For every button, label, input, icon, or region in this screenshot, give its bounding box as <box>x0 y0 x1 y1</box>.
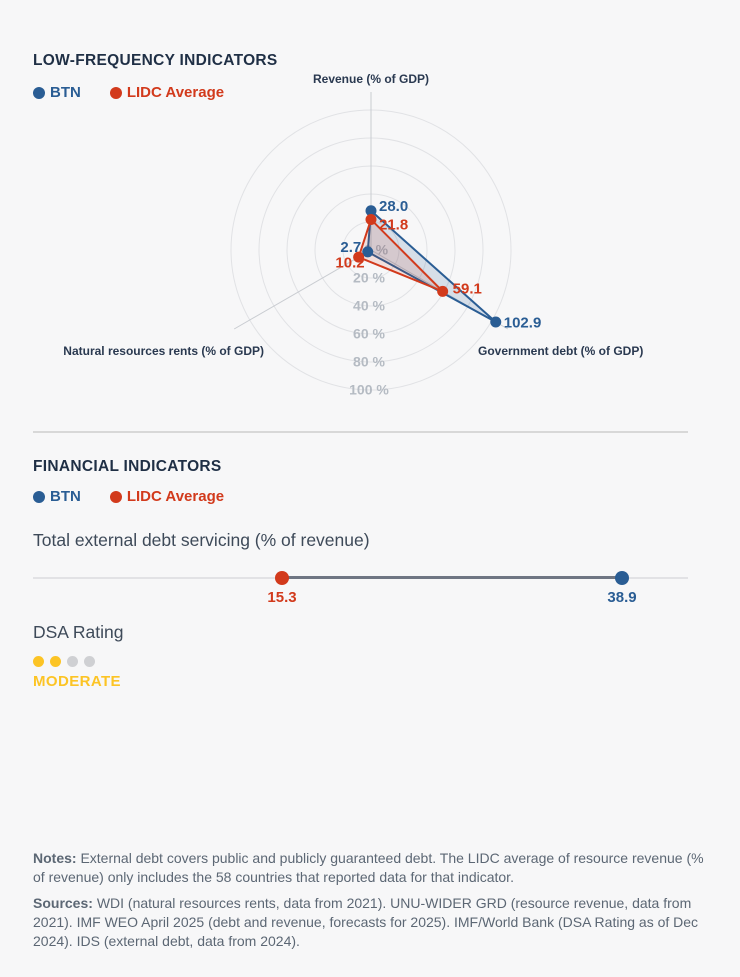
radar-ring-label: 100 % <box>349 382 389 398</box>
notes-label: Notes: <box>33 850 77 866</box>
radar-data-point <box>365 213 377 225</box>
low-frequency-title: LOW-FREQUENCY INDICATORS <box>33 52 278 69</box>
radar-axis-title: Natural resources rents (% of GDP) <box>63 344 264 358</box>
dotplot-title: Total external debt servicing (% of reve… <box>33 530 370 550</box>
radar-value-label: 21.8 <box>379 216 408 233</box>
radar-ring-label: 80 % <box>353 354 385 370</box>
radar-axis-title: Government debt (% of GDP) <box>478 344 643 358</box>
legend-item-btn-financial: BTN <box>33 488 81 505</box>
rating-dot-empty-icon <box>84 656 95 667</box>
dsa-rating-value: MODERATE <box>33 673 121 690</box>
radar-value-label: 102.9 <box>504 315 542 332</box>
dotplot-point <box>615 571 630 585</box>
dotplot-segment <box>282 576 623 579</box>
radar-chart: 0 %20 %40 %60 %80 %100 %28.0102.92.721.8… <box>63 72 643 398</box>
radar-value-label: 2.7 <box>340 239 361 256</box>
dotplot-value-label: 38.9 <box>607 589 637 606</box>
lidc-series-dot-icon <box>109 86 122 99</box>
low-frequency-legend: BTN LIDC Average <box>33 84 224 101</box>
sources: Sources: WDI (natural resources rents, d… <box>33 894 711 951</box>
radar-axis-title: Revenue (% of GDP) <box>313 72 429 86</box>
radar-ring-label: 60 % <box>353 326 385 342</box>
btn-series-label: BTN <box>50 84 81 101</box>
radar-value-label: 59.1 <box>453 280 482 297</box>
radar-data-point <box>437 285 449 297</box>
dotplot-value-label: 15.3 <box>267 589 297 606</box>
radar-value-label: 10.2 <box>335 255 364 272</box>
btn-series-label: BTN <box>50 488 81 505</box>
radar-axis-line <box>233 249 372 330</box>
dsa-rating-dots <box>33 654 101 672</box>
rating-dot-empty-icon <box>67 656 78 667</box>
financial-title: FINANCIAL INDICATORS <box>33 458 222 475</box>
legend-item-btn: BTN <box>33 84 81 101</box>
sources-text: WDI (natural resources rents, data from … <box>33 895 699 949</box>
btn-series-dot-icon <box>33 490 45 503</box>
radar-data-point <box>490 316 502 328</box>
dsa-rating-title: DSA Rating <box>33 622 124 642</box>
dotplot-chart: 38.9 15.3 <box>33 565 688 610</box>
sources-label: Sources: <box>33 895 93 911</box>
section-divider <box>33 431 688 433</box>
lidc-series-label: LIDC Average <box>126 488 225 505</box>
lidc-series-label: LIDC Average <box>126 84 225 101</box>
notes-text: External debt covers public and publicly… <box>33 850 704 885</box>
legend-item-lidc-financial: LIDC Average <box>109 488 225 505</box>
radar-series-polygon <box>357 218 444 293</box>
radar-data-point <box>365 205 377 217</box>
radar-value-label: 28.0 <box>379 198 408 215</box>
legend-item-lidc: LIDC Average <box>109 84 225 101</box>
rating-dot-filled-icon <box>33 656 44 667</box>
financial-legend: BTN LIDC Average <box>33 488 224 505</box>
btn-series-dot-icon <box>33 86 45 99</box>
rating-dot-filled-icon <box>50 656 61 667</box>
lidc-series-dot-icon <box>109 490 122 503</box>
notes: Notes: External debt covers public and p… <box>33 849 711 887</box>
radar-ring-label: 40 % <box>353 298 385 314</box>
radar-ring-label: 20 % <box>353 270 385 286</box>
radar-data-point <box>353 251 365 263</box>
radar-data-point <box>362 246 374 258</box>
dotplot-point <box>275 571 290 585</box>
